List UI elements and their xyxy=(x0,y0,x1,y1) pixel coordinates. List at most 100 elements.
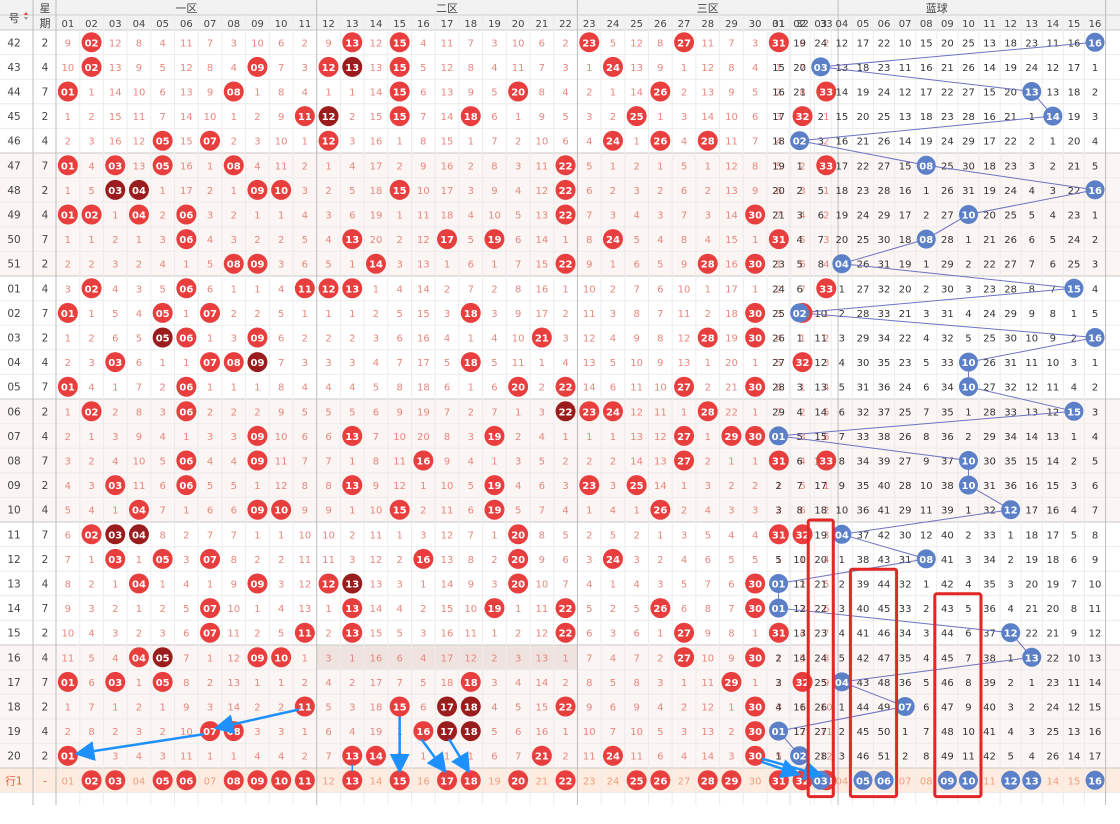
red-ball-number: 15 xyxy=(393,186,407,197)
red-omission: 3 xyxy=(539,407,545,418)
red-omission: 17 xyxy=(370,161,383,172)
blue-omission: 42 xyxy=(983,752,996,763)
red-ball xyxy=(389,81,410,102)
red-omission: 8 xyxy=(586,678,592,689)
blue-omission: 27 xyxy=(772,358,785,369)
blue-omission: 24 xyxy=(878,88,891,99)
red-omission: 2 xyxy=(325,629,331,640)
blue-omission: 1 xyxy=(965,506,971,517)
footer-red-empty: 07 xyxy=(204,776,217,787)
red-ball xyxy=(508,81,529,102)
red-omission: 7 xyxy=(468,284,474,295)
red-omission: 5 xyxy=(705,530,711,541)
red-omission: 14 xyxy=(441,112,454,123)
blue-ball-number: 02 xyxy=(793,137,807,148)
blue-omission: 22 xyxy=(983,260,996,271)
blue-omission: 1 xyxy=(1007,653,1013,664)
blue-omission: 1 xyxy=(1050,137,1056,148)
blue-ball-number: 08 xyxy=(919,161,933,172)
zone-header: 蓝球 xyxy=(926,1,948,15)
red-omission: 7 xyxy=(396,678,402,689)
red-omission: 8 xyxy=(325,481,331,492)
red-omission: 1 xyxy=(302,653,308,664)
red-ball xyxy=(484,499,505,520)
red-ball-number: 04 xyxy=(132,211,146,222)
red-omission: 11 xyxy=(630,383,643,394)
red-omission: 3 xyxy=(515,457,521,468)
blue-omission: 3 xyxy=(923,629,929,640)
blue-omission: 23 xyxy=(814,629,827,640)
red-omission: 13 xyxy=(701,88,714,99)
annotation-box xyxy=(848,567,899,799)
red-omission: 3 xyxy=(65,284,71,295)
red-ball-number: 25 xyxy=(630,481,644,492)
footer-red-number: 25 xyxy=(630,776,644,787)
blue-omission: 11 xyxy=(962,752,975,763)
red-ball-number: 02 xyxy=(85,284,99,295)
red-omission: 5 xyxy=(159,63,165,74)
blue-omission: 38 xyxy=(857,555,870,566)
issue-number: 44 xyxy=(7,87,21,99)
red-omission: 3 xyxy=(396,260,402,271)
red-omission: 3 xyxy=(468,186,474,197)
red-ball xyxy=(792,106,813,127)
red-ball xyxy=(531,327,552,348)
blue-omission: 11 xyxy=(1068,678,1081,689)
red-omission: 12 xyxy=(417,235,430,246)
red-omission: 10 xyxy=(535,137,548,148)
blue-ball xyxy=(1064,278,1084,298)
red-omission: 3 xyxy=(302,186,308,197)
blue-omission: 14 xyxy=(983,63,996,74)
red-ball xyxy=(152,647,173,668)
red-omission: 13 xyxy=(133,161,146,172)
footer-red-number: 02 xyxy=(85,776,99,787)
red-ball xyxy=(342,278,363,299)
footer-blue-number: 09 xyxy=(940,776,954,787)
blue-omission: 16 xyxy=(1046,506,1059,517)
red-omission: 14 xyxy=(701,112,714,123)
red-ball xyxy=(650,499,671,520)
red-ball-number: 30 xyxy=(748,727,762,738)
red-omission: 2 xyxy=(823,38,829,49)
blue-omission: 12 xyxy=(1089,629,1102,640)
red-omission: 2 xyxy=(159,383,165,394)
blue-omission: 18 xyxy=(899,235,912,246)
red-omission: 9 xyxy=(539,555,545,566)
red-ball xyxy=(745,204,766,225)
blue-ball xyxy=(790,303,810,323)
red-col-header: 29 xyxy=(725,19,738,30)
red-omission: 2 xyxy=(657,653,663,664)
red-omission: 3 xyxy=(776,309,782,320)
red-omission: 5 xyxy=(610,530,616,541)
red-omission: 15 xyxy=(441,604,454,615)
blue-omission: 26 xyxy=(1046,752,1059,763)
red-omission: 3 xyxy=(159,629,165,640)
red-omission: 14 xyxy=(654,481,667,492)
red-omission: 3 xyxy=(325,211,331,222)
blue-omission: 2 xyxy=(1092,88,1098,99)
red-omission: 15 xyxy=(535,260,548,271)
weekday-value: 2 xyxy=(42,554,49,566)
footer-red-number: 26 xyxy=(653,776,667,787)
weekday-value: 4 xyxy=(42,431,49,443)
blue-omission: 1 xyxy=(1092,63,1098,74)
red-omission: 4 xyxy=(88,629,94,640)
red-ball xyxy=(247,647,268,668)
blue-omission: 35 xyxy=(899,653,912,664)
blue-ball xyxy=(1001,500,1021,520)
blue-omission: 19 xyxy=(1046,580,1059,591)
red-omission: 4 xyxy=(752,63,758,74)
red-omission: 5 xyxy=(444,358,450,369)
issue-number: 51 xyxy=(7,259,20,271)
red-ball xyxy=(247,179,268,200)
red-omission: 10 xyxy=(654,383,667,394)
blue-ball xyxy=(1085,32,1105,52)
footer-red-empty: 21 xyxy=(535,776,548,787)
blue-omission: 19 xyxy=(1004,63,1017,74)
issue-number: 16 xyxy=(7,652,21,664)
blue-omission: 22 xyxy=(1025,629,1038,640)
red-ball-number: 05 xyxy=(156,309,170,320)
red-omission: 6 xyxy=(776,383,782,394)
blue-omission: 25 xyxy=(899,407,912,418)
blue-omission: 8 xyxy=(923,752,929,763)
